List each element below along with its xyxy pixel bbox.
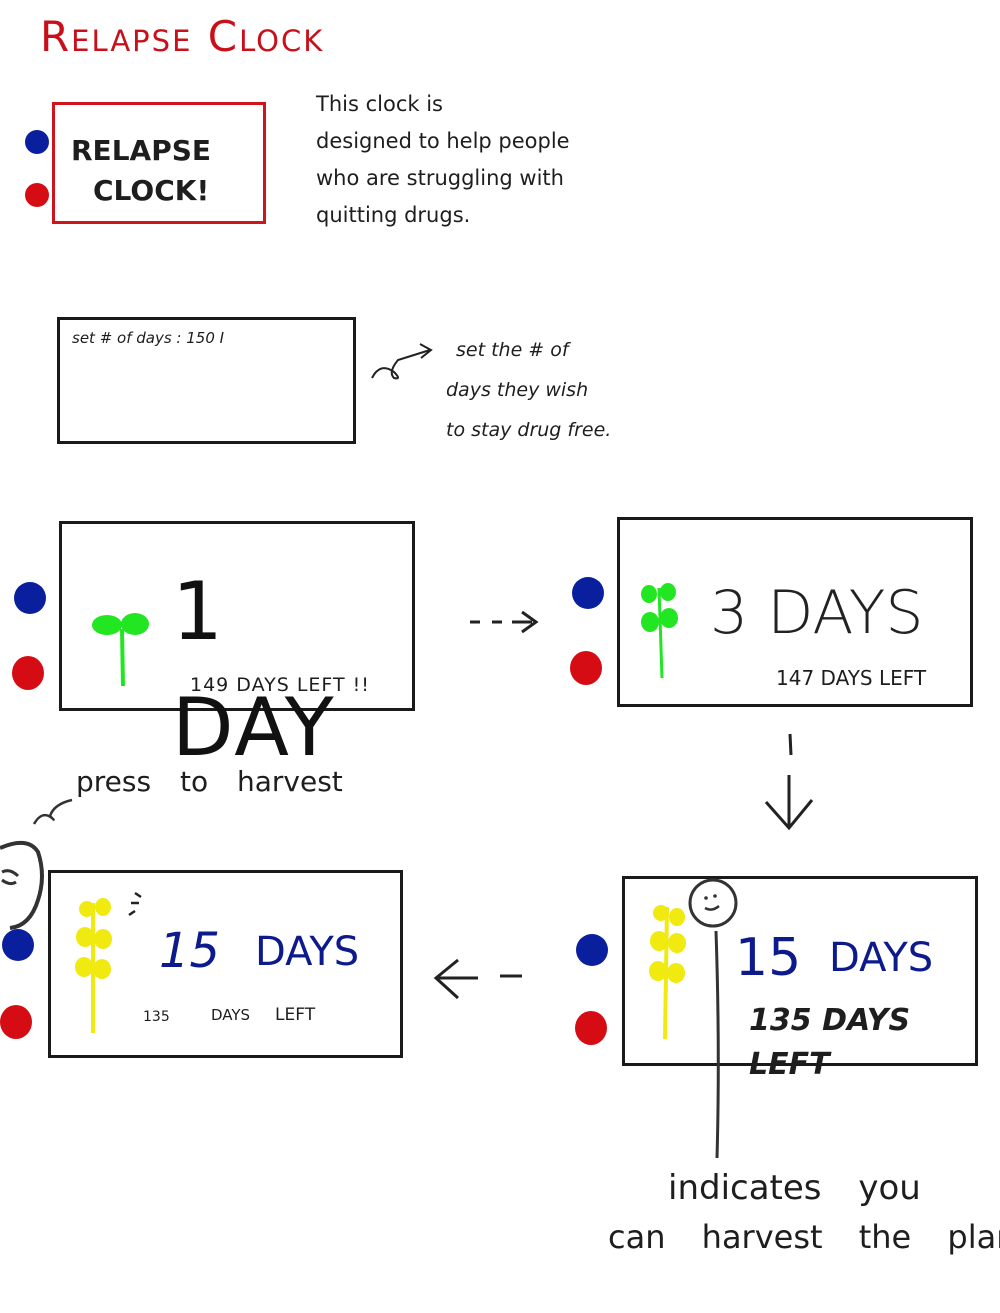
face-icon [688, 878, 738, 928]
arrow-down [764, 733, 814, 831]
days-left: 135 DAYS LEFT [749, 1003, 911, 1082]
device-label-line2: CLOCK! [93, 174, 210, 207]
days-left-number: 135 [143, 1009, 170, 1025]
setup-note: set the # of days they wish to stay drug… [446, 330, 611, 450]
description-line: This clock is [316, 92, 443, 116]
setup-arrow [371, 349, 431, 380]
wheat-icon [649, 905, 686, 1040]
screen-day-3: 3 DAYS 147 DAYS LEFT [617, 517, 973, 707]
days-left: 149 DAYS LEFT !! [190, 674, 370, 696]
red-button[interactable] [12, 656, 44, 690]
blue-button[interactable] [572, 577, 604, 609]
days-count: 1 DAY [172, 565, 336, 774]
screen-day-15-ready: 15 DAYS 135 DAYS LEFT [622, 876, 978, 1082]
sprout-icon [92, 613, 149, 687]
seedling-icon [641, 583, 678, 679]
description-line: who are struggling with [316, 166, 564, 190]
page-title: Relapse Clock [40, 12, 325, 61]
description: This clock is designed to help people wh… [316, 86, 570, 234]
setup-note-line: set the # of [456, 339, 569, 361]
press-arrow [32, 798, 73, 825]
description-line: quitting drugs. [316, 203, 471, 227]
blue-button[interactable] [2, 929, 34, 961]
screen-day-1: 1 DAY 149 DAYS LEFT !! [59, 521, 415, 774]
days-word: DAYS [829, 935, 934, 981]
red-button[interactable] [0, 1005, 32, 1039]
device-label-box: RELAPSE CLOCK! [52, 102, 266, 224]
arrow-right [470, 610, 539, 634]
red-button[interactable] [25, 183, 49, 207]
press-to-harvest-note: press to harvest [76, 765, 343, 798]
set-days-screen: set # of days : 150 I [57, 317, 356, 444]
days-count: 3 DAYS [710, 578, 924, 648]
days-number: 15 [735, 928, 802, 988]
red-button[interactable] [570, 651, 602, 685]
setup-note-line: to stay drug free. [446, 419, 612, 441]
wheat-icon [75, 898, 112, 1033]
sparkle-icon [128, 891, 142, 917]
description-line: designed to help people [316, 129, 570, 153]
setup-note-line: days they wish [446, 379, 589, 401]
blue-button[interactable] [14, 582, 46, 614]
days-word: DAYS [255, 929, 360, 975]
set-days-input[interactable]: set # of days : 150 I [72, 329, 225, 347]
days-number: 15 [159, 923, 221, 979]
screen-day-15-harvest: 15 DAYS 135 DAYS LEFT [48, 870, 403, 1058]
days-left-word: LEFT [275, 1005, 316, 1025]
red-button[interactable] [575, 1011, 607, 1045]
finger-icon [0, 840, 44, 930]
indicator-pointer [714, 930, 720, 1159]
blue-button[interactable] [25, 130, 49, 154]
indicator-note-line2: can harvest the plant [608, 1218, 1000, 1256]
blue-button[interactable] [576, 934, 608, 966]
device-label-line1: RELAPSE [71, 134, 212, 167]
days-left-word: DAYS [211, 1006, 251, 1024]
arrow-left [433, 958, 522, 1000]
indicator-note-line1: indicates you [668, 1168, 921, 1208]
days-left: 147 DAYS LEFT [776, 666, 927, 690]
